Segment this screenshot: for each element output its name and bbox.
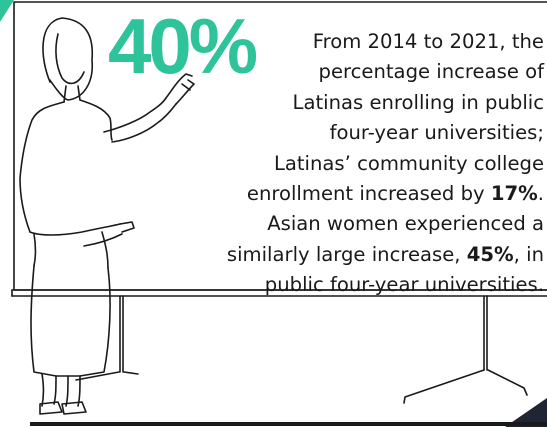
presenter-figure bbox=[19, 17, 195, 415]
text-line: Latinas’ community college bbox=[273, 151, 544, 175]
text-line: public four-year universities. bbox=[264, 273, 544, 297]
text-line: Asian women experienced a bbox=[267, 212, 544, 236]
text-line: From 2014 to 2021, the bbox=[312, 30, 544, 53]
accent-corner-shape bbox=[0, 0, 14, 22]
text-line: similarly large increase, 45%, in bbox=[226, 242, 544, 266]
accent-bottom-shape bbox=[505, 398, 547, 427]
highlight-17-percent: 17% bbox=[490, 182, 538, 206]
highlight-45-percent: 45% bbox=[466, 242, 514, 266]
stat-percentage: 40% bbox=[108, 2, 258, 90]
whiteboard bbox=[11, 1, 547, 404]
text-line: enrollment increased by 17%. bbox=[246, 182, 544, 206]
text-line: Latinas enrolling in public bbox=[292, 90, 544, 114]
text-line: four-year universities; bbox=[329, 121, 544, 145]
text-line: percentage increase of bbox=[318, 60, 544, 84]
stat-description: From 2014 to 2021, the percentage increa… bbox=[152, 27, 544, 301]
